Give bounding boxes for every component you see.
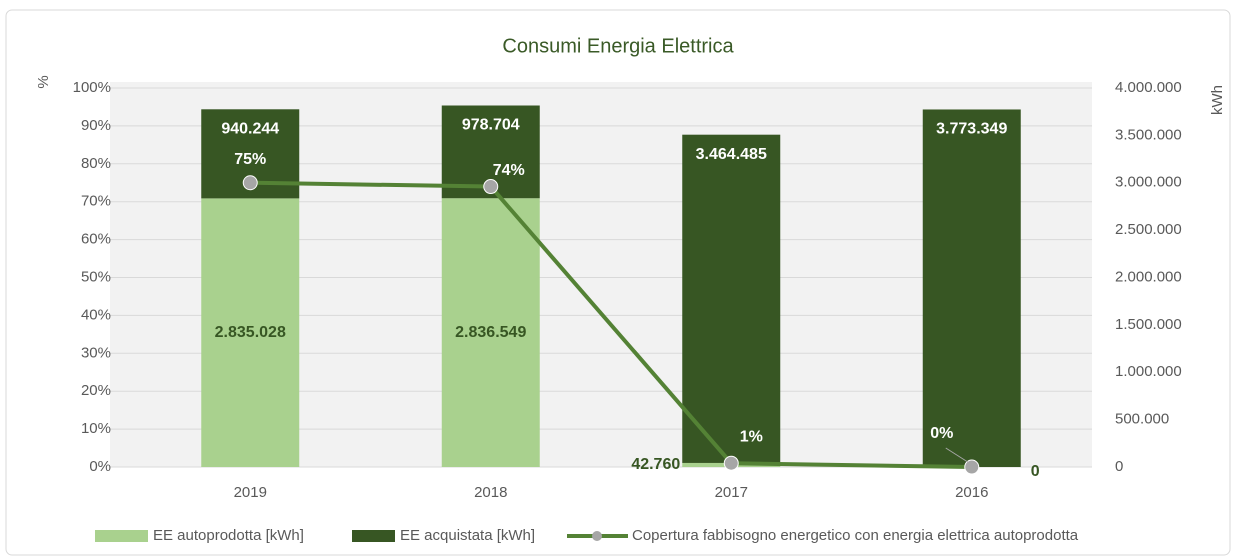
- x-tick-label: 2019: [234, 484, 267, 501]
- y2-tick-label: 0: [1115, 458, 1123, 475]
- y-tick-label: 20%: [81, 382, 111, 399]
- y2-tick-label: 2.000.000: [1115, 268, 1182, 285]
- data-label: 0: [1031, 463, 1040, 480]
- y2-tick-label: 500.000: [1115, 411, 1169, 428]
- y-tick-label: 100%: [73, 79, 111, 96]
- data-label: 74%: [493, 162, 525, 179]
- legend-label: Copertura fabbisogno energetico con ener…: [632, 527, 1079, 544]
- y-tick-label: 90%: [81, 117, 111, 134]
- data-label: 42.760: [631, 456, 680, 473]
- data-label: 2.835.028: [215, 324, 286, 341]
- chart-title: Consumi Energia Elettrica: [502, 35, 734, 57]
- data-label: 940.244: [221, 121, 279, 138]
- y-tick-label: 0%: [89, 458, 111, 475]
- data-label: 2.836.549: [455, 324, 526, 341]
- y-tick-label: 80%: [81, 155, 111, 172]
- legend-marker: [592, 531, 602, 541]
- leader-line: [945, 447, 969, 463]
- y2-tick-label: 1.500.000: [1115, 316, 1182, 333]
- data-label: 3.773.349: [936, 121, 1007, 138]
- y2-tick-label: 3.500.000: [1115, 126, 1182, 143]
- legend-swatch: [352, 530, 395, 542]
- y-tick-label: 60%: [81, 231, 111, 248]
- bar: [201, 198, 300, 467]
- y2-tick-label: 1.000.000: [1115, 363, 1182, 380]
- data-label: 978.704: [462, 117, 520, 134]
- legend-swatch: [95, 530, 148, 542]
- y-tick-label: 40%: [81, 306, 111, 323]
- line-marker: [483, 179, 499, 195]
- y2-tick-label: 2.500.000: [1115, 221, 1182, 238]
- data-label: 75%: [234, 151, 266, 168]
- legend-label: EE acquistata [kWh]: [400, 527, 535, 544]
- y-axis-title: %: [35, 75, 52, 88]
- legend-label: EE autoprodotta [kWh]: [153, 527, 304, 544]
- line: [250, 180, 972, 469]
- y2-axis-title: kWh: [1209, 85, 1226, 115]
- y-tick-label: 30%: [81, 344, 111, 361]
- y2-tick-label: 4.000.000: [1115, 79, 1182, 96]
- data-label: 3.464.485: [696, 146, 767, 163]
- data-label: 1%: [740, 428, 763, 445]
- line-marker: [964, 459, 980, 475]
- y-tick-label: 10%: [81, 420, 111, 437]
- data-label: 0%: [930, 425, 953, 442]
- x-tick-label: 2018: [474, 484, 507, 501]
- bar: [682, 134, 781, 463]
- bar: [441, 198, 540, 467]
- y2-tick-label: 3.000.000: [1115, 174, 1182, 191]
- bar: [922, 109, 1021, 467]
- x-tick-label: 2016: [955, 484, 988, 501]
- x-tick-label: 2017: [715, 484, 748, 501]
- line-marker: [723, 455, 739, 471]
- line-marker: [242, 175, 258, 191]
- y-tick-label: 70%: [81, 193, 111, 210]
- y-tick-label: 50%: [81, 268, 111, 285]
